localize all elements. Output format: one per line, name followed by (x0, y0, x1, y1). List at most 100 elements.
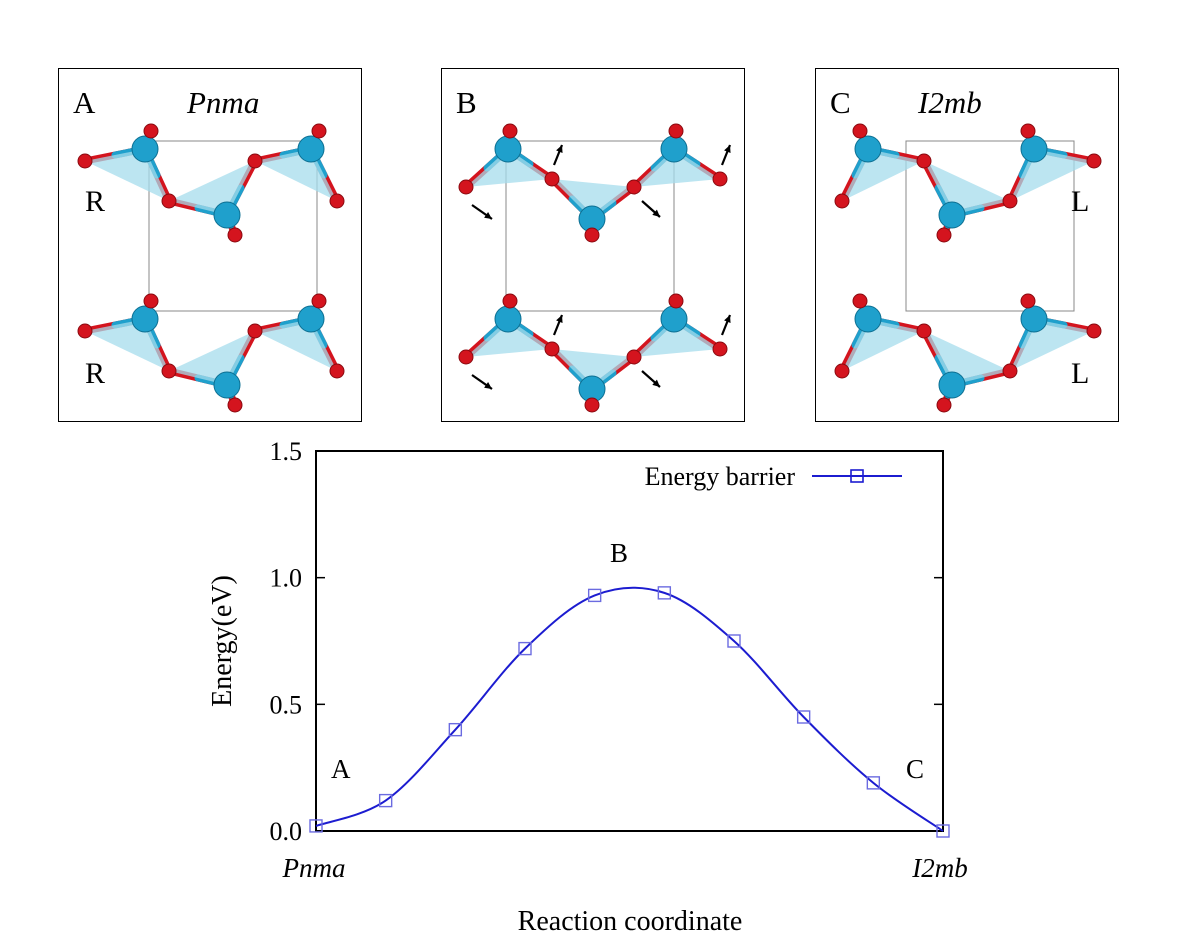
polyhedra (466, 149, 720, 389)
oxygen-atom (916, 323, 932, 339)
oxygen-atom (311, 293, 327, 309)
oxygen-atom (544, 171, 560, 187)
polyhedron (552, 179, 634, 219)
panel-c-chirality-top: L (1071, 185, 1090, 218)
oxygen-atom (712, 171, 728, 187)
oxygen-atom (584, 227, 600, 243)
oxygen-atom (584, 397, 600, 413)
oxygen-atom (227, 227, 243, 243)
unit-cell (148, 140, 318, 312)
oxygen-atom (1020, 293, 1036, 309)
data-point (309, 819, 323, 833)
polyhedron (552, 349, 634, 389)
oxygen-atom (936, 397, 952, 413)
arrow-head (652, 209, 660, 217)
panel-c-label: C (830, 85, 851, 120)
oxygen-atom (161, 193, 177, 209)
metal-atom (938, 371, 966, 399)
polyhedron (466, 149, 552, 187)
annotation-c: C (906, 754, 924, 784)
oxygen-atom (502, 293, 518, 309)
arrow-head (724, 315, 731, 323)
oxygen-atom (1086, 153, 1102, 169)
oxygen-atom (458, 179, 474, 195)
plot-frame (315, 450, 944, 832)
metal-atom (213, 201, 241, 229)
structure-a-drawing (77, 123, 345, 413)
data-point (378, 793, 393, 808)
atoms (458, 123, 732, 413)
atoms (77, 123, 345, 413)
data-point (657, 586, 672, 600)
oxygen-atom (668, 123, 684, 139)
oxygen-atom (227, 397, 243, 413)
oxygen-atom (916, 153, 932, 169)
oxygen-atom (712, 341, 728, 357)
y-axis-ticks: 0.0 0.5 1.0 1.5 (270, 437, 943, 846)
arrow-head (484, 382, 492, 389)
oxygen-atom (1020, 123, 1036, 139)
structure-b-drawing (458, 123, 732, 413)
data-point (796, 710, 811, 724)
data-point (518, 641, 532, 656)
oxygen-atom (247, 323, 263, 339)
data-markers (309, 586, 950, 838)
panel-b-label: B (456, 85, 477, 120)
legend-label: Energy barrier (645, 462, 796, 491)
unit-cell (505, 140, 675, 312)
oxygen-atom (77, 323, 93, 339)
structure-panel-a: A Pnma R R (58, 68, 362, 422)
polyhedron (924, 161, 1010, 215)
oxygen-atom (458, 349, 474, 365)
arrow-head (484, 212, 492, 219)
legend-marker (850, 469, 864, 483)
panel-a-chirality-bottom: R (85, 357, 106, 390)
arrow-head (724, 145, 731, 153)
atoms (834, 123, 1102, 413)
arrow-head (556, 145, 563, 153)
metal-atom (297, 305, 325, 333)
panel-a-spacegroup: Pnma (187, 85, 260, 120)
metal-atom (938, 201, 966, 229)
metal-atom (1020, 305, 1048, 333)
metal-atom (854, 135, 882, 163)
panel-a-chirality-top: R (85, 185, 106, 218)
polyhedron (842, 319, 924, 371)
oxygen-atom (544, 341, 560, 357)
oxygen-atom (143, 293, 159, 309)
oxygen-atom (161, 363, 177, 379)
metal-atom (131, 135, 159, 163)
oxygen-atom (329, 363, 345, 379)
panel-a-label: A (73, 85, 96, 120)
polyhedron (842, 149, 924, 201)
metal-atom (1020, 135, 1048, 163)
polyhedron (255, 149, 337, 201)
data-point (727, 634, 741, 648)
panel-c-spacegroup: I2mb (918, 85, 982, 120)
oxygen-atom (834, 193, 850, 209)
data-point (587, 588, 602, 603)
oxygen-atom (1002, 363, 1018, 379)
structure-panel-c: C I2mb L L (815, 68, 1119, 422)
y-tick-label: 0.5 (270, 690, 303, 719)
polyhedron (255, 319, 337, 371)
panel-c-chirality-bottom: L (1071, 357, 1090, 390)
oxygen-atom (143, 123, 159, 139)
unit-cell (905, 140, 1075, 312)
oxygen-atom (834, 363, 850, 379)
y-axis-title: Energy(eV) (207, 575, 238, 707)
oxygen-atom (852, 123, 868, 139)
data-point (448, 722, 463, 737)
metal-atom (131, 305, 159, 333)
y-tick-label: 1.0 (270, 564, 303, 593)
oxygen-atom (852, 293, 868, 309)
polyhedron (634, 319, 720, 357)
metal-atom (297, 135, 325, 163)
oxygen-atom (626, 179, 642, 195)
x-end-label: I2mb (911, 853, 968, 883)
y-tick-label: 0.0 (270, 817, 303, 846)
arrow-head (652, 379, 660, 387)
oxygen-atom (668, 293, 684, 309)
y-tick-label: 1.5 (270, 437, 303, 466)
